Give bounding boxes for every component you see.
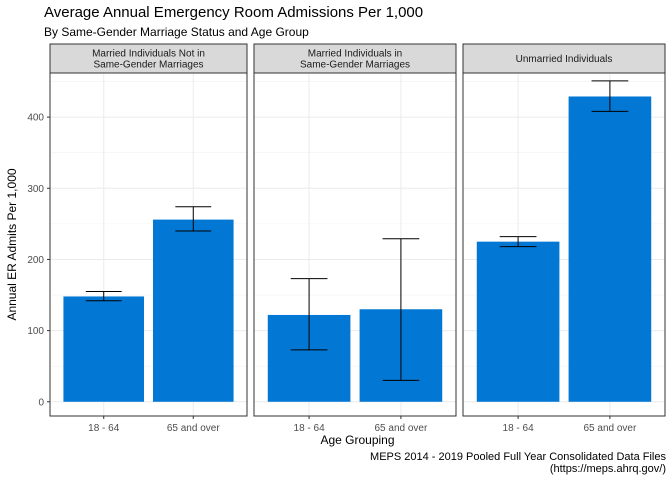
bar: [152, 219, 234, 402]
caption-line-1: MEPS 2014 - 2019 Pooled Full Year Consol…: [370, 451, 666, 463]
y-tick-label: 0: [38, 397, 44, 408]
facet-strip-label: Unmarried Individuals: [516, 54, 613, 65]
chart-caption: MEPS 2014 - 2019 Pooled Full Year Consol…: [370, 451, 666, 475]
x-tick-label: 18 - 64: [294, 423, 326, 434]
x-axis-title: Age Grouping: [320, 433, 394, 447]
panel-border: [49, 72, 248, 417]
facet-strip-label: Married Individuals in: [308, 49, 403, 60]
facet-strip-label: Married Individuals Not in: [92, 49, 205, 60]
y-tick-label: 400: [27, 113, 44, 124]
bar: [63, 296, 145, 402]
x-tick-label: 65 and over: [374, 423, 427, 434]
facet-strip: [253, 43, 457, 74]
facet-strip-label: Same-Gender Marriages: [300, 60, 410, 71]
chart-subtitle: By Same-Gender Marriage Status and Age G…: [44, 25, 309, 39]
panel-border: [253, 72, 457, 417]
panel-border: [462, 72, 666, 417]
caption-line-2: (https://meps.ahrq.gov/): [549, 463, 666, 475]
bar: [476, 241, 560, 402]
y-axis-title: Annual ER Admits Per 1,000: [5, 168, 19, 320]
facet-strip: [49, 43, 248, 74]
facet-strip-label: Same-Gender Marriages: [93, 60, 203, 71]
x-tick-label: 18 - 64: [503, 423, 535, 434]
x-tick-label: 65 and over: [167, 423, 220, 434]
chart-title: Average Annual Emergency Room Admissions…: [44, 4, 424, 21]
facet-strip: [462, 43, 666, 74]
y-tick-label: 300: [27, 184, 44, 195]
x-tick-label: 18 - 64: [88, 423, 120, 434]
y-tick-label: 100: [27, 326, 44, 337]
x-tick-label: 65 and over: [583, 423, 636, 434]
bar: [568, 96, 652, 402]
y-tick-label: 200: [27, 255, 44, 266]
